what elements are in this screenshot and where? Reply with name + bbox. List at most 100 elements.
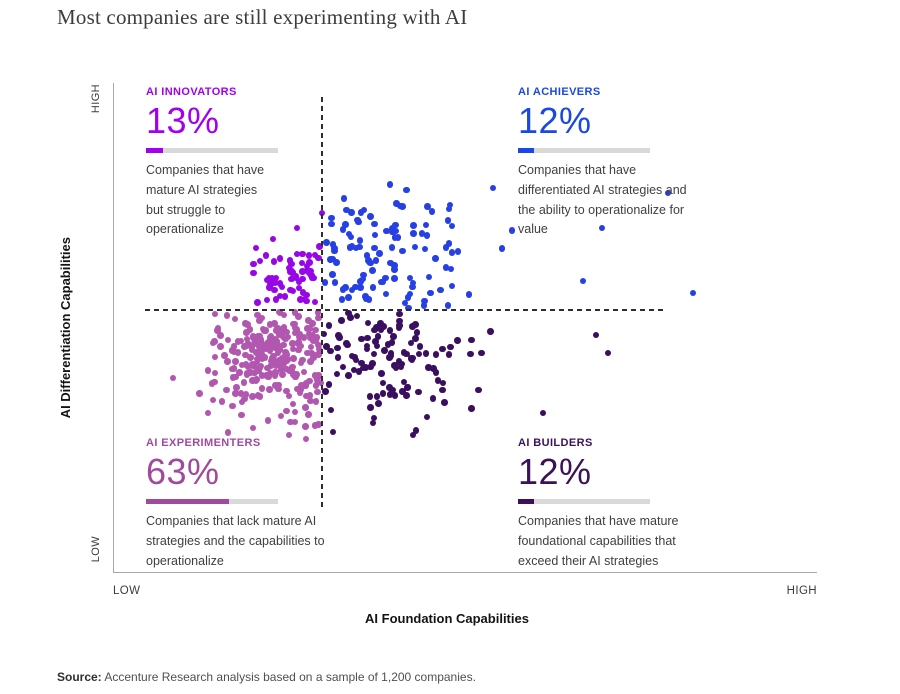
scatter-dot-achievers <box>406 274 414 282</box>
scatter-dot-experimenters <box>214 327 221 334</box>
scatter-dot-builders <box>400 378 408 386</box>
scatter-dot-builders <box>366 393 374 400</box>
scatter-dot-builders <box>363 345 371 353</box>
scatter-dot-experimenters <box>310 351 317 359</box>
scatter-dot-experimenters <box>285 392 293 400</box>
scatter-dot-experimenters <box>291 329 299 337</box>
scatter-dot-builders <box>467 350 474 358</box>
scatter-dot-builders <box>370 414 378 422</box>
scatter-dot-achievers <box>410 230 417 237</box>
scatter-dot-achievers <box>360 206 368 214</box>
scatter-dot-experimenters <box>169 374 177 382</box>
scatter-dot-experimenters <box>208 380 216 387</box>
scatter-dot-builders <box>415 350 423 358</box>
scatter-dot-experimenters <box>224 429 232 436</box>
scatter-dot-experimenters <box>289 345 297 353</box>
scatter-dot-achievers <box>405 304 412 312</box>
quadrant-label: AI ACHIEVERS <box>518 86 601 98</box>
scatter-dot-builders <box>397 363 405 370</box>
scatter-dot-innovators <box>286 257 294 264</box>
scatter-dot-experimenters <box>272 339 280 347</box>
scatter-dot-builders <box>358 359 365 367</box>
scatter-dot-builders <box>355 368 363 375</box>
scatter-dot-experimenters <box>238 411 245 419</box>
quadrant-divider-horizontal <box>145 309 663 311</box>
scatter-dot-achievers <box>348 286 356 294</box>
scatter-dot-achievers <box>379 278 386 286</box>
scatter-dot-achievers <box>447 265 455 273</box>
scatter-dot-experimenters <box>262 327 270 334</box>
scatter-dot-innovators <box>272 274 280 282</box>
scatter-dot-experimenters <box>266 321 274 328</box>
scatter-dot-innovators <box>266 284 273 291</box>
scatter-dot-achievers <box>498 245 506 252</box>
scatter-dot-achievers <box>355 218 362 225</box>
scatter-dot-achievers <box>420 302 428 309</box>
scatter-dot-experimenters <box>307 343 315 351</box>
scatter-dot-achievers <box>393 200 400 207</box>
scatter-dot-experimenters <box>296 389 304 397</box>
scatter-dot-experimenters <box>291 408 299 416</box>
scatter-dot-builders <box>371 326 378 334</box>
scatter-dot-builders <box>390 333 397 340</box>
scatter-dot-innovators <box>316 243 323 250</box>
scatter-dot-innovators <box>250 260 257 268</box>
scatter-dot-experimenters <box>313 376 321 383</box>
scatter-dot-innovators <box>250 269 257 277</box>
scatter-dot-experimenters <box>237 390 245 397</box>
scatter-dot-experimenters <box>271 320 278 327</box>
scatter-dot-experimenters <box>228 365 236 373</box>
quadrant-description: Companies that have differentiated AI st… <box>518 163 687 237</box>
scatter-dot-achievers <box>345 294 352 301</box>
scatter-dot-achievers <box>372 257 380 264</box>
scatter-dot-builders <box>391 392 399 399</box>
scatter-dot-experimenters <box>232 373 239 381</box>
scatter-dot-achievers <box>321 279 329 286</box>
scatter-dot-experimenters <box>209 339 217 347</box>
scatter-dot-experimenters <box>232 358 239 365</box>
scatter-dot-experimenters <box>243 369 251 377</box>
scatter-dot-achievers <box>328 220 335 228</box>
scatter-dot-experimenters <box>268 343 276 350</box>
scatter-dot-achievers <box>399 247 406 255</box>
scatter-dot-experimenters <box>254 311 261 319</box>
scatter-dot-experimenters <box>278 330 286 337</box>
scatter-dot-experimenters <box>275 326 283 334</box>
scatter-dot-builders <box>384 341 392 348</box>
scatter-dot-achievers <box>363 252 371 259</box>
scatter-dot-experimenters <box>253 349 260 356</box>
scatter-dot-experimenters <box>291 418 299 426</box>
scatter-dot-builders <box>447 343 454 351</box>
scatter-dot-innovators <box>303 291 310 299</box>
quadrant-achievers: AI ACHIEVERS 12% Companies that have dif… <box>518 86 718 240</box>
scatter-dot-experimenters <box>217 343 224 350</box>
scatter-dot-builders <box>478 349 485 357</box>
scatter-dot-innovators <box>311 298 319 306</box>
scatter-dot-achievers <box>406 290 414 298</box>
scatter-dot-achievers <box>323 239 330 246</box>
scatter-dot-achievers <box>391 275 398 282</box>
scatter-dot-experimenters <box>284 333 292 341</box>
scatter-dot-innovators <box>254 299 261 306</box>
scatter-dot-achievers <box>343 206 350 214</box>
scatter-dot-experimenters <box>303 392 310 400</box>
scatter-dot-achievers <box>432 255 439 262</box>
scatter-dot-achievers <box>357 284 364 291</box>
scatter-dot-experimenters <box>314 309 322 316</box>
scatter-dot-builders <box>359 364 367 372</box>
scatter-dot-innovators <box>289 287 297 295</box>
y-axis-title: AI Differentiation Capabilities <box>55 83 75 573</box>
scatter-dot-experimenters <box>306 334 314 342</box>
scatter-dot-achievers <box>465 291 472 298</box>
quadrant-progress-bar <box>518 499 650 504</box>
scatter-dot-innovators <box>295 284 303 292</box>
scatter-dot-experimenters <box>313 334 321 341</box>
scatter-dot-innovators <box>303 262 311 270</box>
scatter-dot-experimenters <box>276 346 284 353</box>
scatter-dot-builders <box>468 405 475 412</box>
scatter-dot-achievers <box>357 278 364 285</box>
scatter-dot-builders <box>404 383 412 391</box>
scatter-dot-achievers <box>448 249 456 256</box>
scatter-dot-innovators <box>272 296 280 303</box>
